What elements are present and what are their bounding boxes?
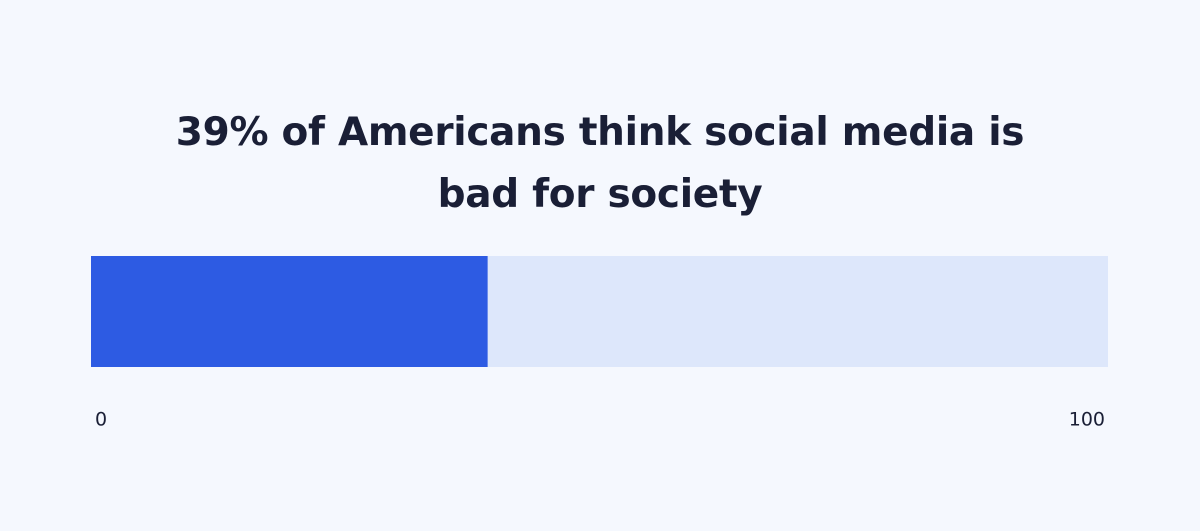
bar (91, 256, 488, 367)
x-tick-label: 100 (1069, 409, 1105, 431)
chart-title: 39% of Americans think social media is b… (175, 110, 1025, 217)
x-tick-label: 0 (95, 409, 107, 431)
